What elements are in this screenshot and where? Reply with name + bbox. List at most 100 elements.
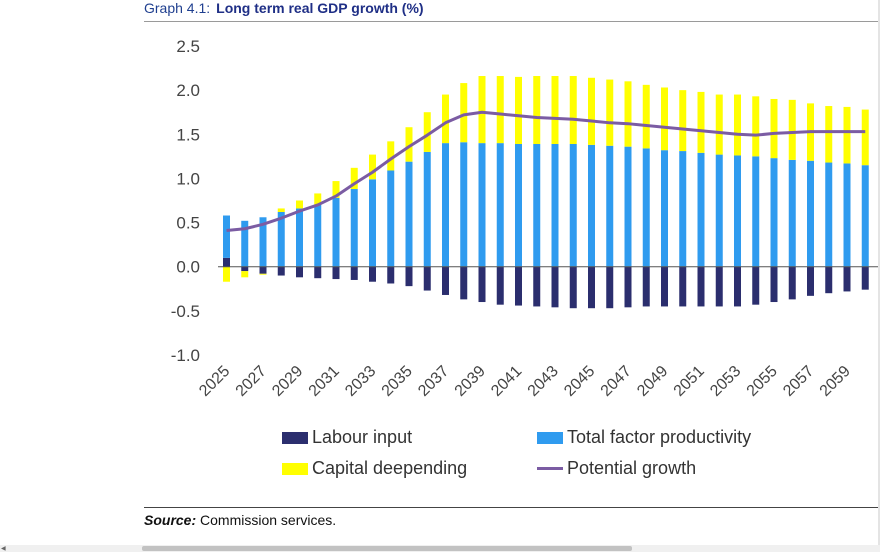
bar-labour <box>223 257 230 267</box>
bar-capital <box>460 83 468 143</box>
bar-labour <box>788 266 796 300</box>
bar-capital <box>350 167 358 190</box>
scroll-left-arrow-icon[interactable]: ◀ <box>1 546 6 552</box>
bar-capital <box>314 193 322 205</box>
bar-tfp <box>715 154 723 267</box>
bar-capital <box>861 109 869 166</box>
bar-tfp <box>843 163 851 267</box>
bar-capital <box>241 271 249 278</box>
bar-tfp <box>223 215 230 258</box>
bar-capital <box>642 84 650 149</box>
bar-capital <box>770 98 778 159</box>
top-rule <box>144 21 880 22</box>
bar-tfp <box>606 145 614 267</box>
bar-capital <box>423 112 431 152</box>
bar-tfp <box>770 158 778 267</box>
bar-labour <box>533 266 541 307</box>
graph-caption: Graph 4.1: Long term real GDP growth (%) <box>144 0 424 20</box>
bar-labour <box>332 266 340 280</box>
bar-labour <box>734 266 741 307</box>
y-tick-label: 0.5 <box>176 214 200 233</box>
bar-capital <box>369 154 376 180</box>
legend-item-tfp: Total factor productivity <box>537 427 751 448</box>
bar-labour <box>314 266 322 279</box>
bar-labour <box>807 266 814 296</box>
legend-swatch-capital <box>282 462 308 475</box>
legend-swatch-labour <box>282 431 308 444</box>
legend-swatch-tfp <box>537 431 563 444</box>
bar-capital <box>551 76 559 144</box>
bar-labour <box>478 266 486 303</box>
bar-tfp <box>551 143 559 267</box>
bar-tfp <box>259 217 267 267</box>
bar-labour <box>770 266 778 303</box>
bar-capital <box>825 106 833 163</box>
x-tick-label: 2043 <box>525 363 562 400</box>
bar-capital <box>697 91 705 153</box>
bar-tfp <box>788 159 796 267</box>
y-tick-label: 2.0 <box>176 81 200 100</box>
bar-labour <box>423 266 431 291</box>
x-tick-label: 2051 <box>671 363 708 400</box>
legend-label-labour: Labour input <box>312 427 413 447</box>
x-tick-label: 2027 <box>233 363 270 400</box>
bar-capital <box>259 273 267 275</box>
bar-capital <box>515 76 522 144</box>
bar-tfp <box>825 162 833 267</box>
legend-line-potential <box>537 467 563 470</box>
source-label: Source: <box>144 512 197 528</box>
bar-tfp <box>679 151 687 267</box>
bar-labour <box>661 266 668 307</box>
bar-tfp <box>588 144 595 267</box>
horizontal-scrollbar[interactable]: ◀ <box>0 545 880 552</box>
bar-capital <box>277 208 285 212</box>
bar-tfp <box>241 220 249 267</box>
bar-tfp <box>478 143 486 267</box>
bar-tfp <box>569 143 577 267</box>
bar-labour <box>569 266 577 309</box>
bar-tfp <box>369 179 376 267</box>
bar-capital <box>734 94 741 156</box>
vertical-scrollbar[interactable] <box>878 0 880 545</box>
bar-tfp <box>642 148 650 267</box>
y-tick-label: -0.5 <box>171 302 200 321</box>
bar-tfp <box>533 143 541 267</box>
bar-labour <box>369 266 376 282</box>
y-tick-label: 1.5 <box>176 125 200 144</box>
legend-item-potential: Potential growth <box>537 458 696 479</box>
bar-tfp <box>405 161 413 267</box>
x-tick-label: 2045 <box>561 363 598 400</box>
x-tick-label: 2025 <box>196 363 233 400</box>
bar-tfp <box>332 197 340 267</box>
scrollbar-thumb[interactable] <box>142 546 632 551</box>
bar-tfp <box>350 189 358 267</box>
bar-tfp <box>460 142 468 267</box>
bar-capital <box>588 77 595 145</box>
bar-capital <box>715 94 723 155</box>
bar-capital <box>679 90 687 152</box>
bar-capital <box>624 81 632 147</box>
bar-labour <box>405 266 413 287</box>
y-tick-label: -1.0 <box>171 346 200 365</box>
y-tick-label: 2.5 <box>176 37 200 56</box>
bar-capital <box>496 76 504 144</box>
x-tick-label: 2037 <box>415 363 452 400</box>
x-tick-label: 2047 <box>598 363 635 400</box>
bar-tfp <box>734 155 741 267</box>
bar-capital <box>442 94 449 144</box>
y-tick-label: 1.0 <box>176 169 200 188</box>
bar-labour <box>825 266 833 294</box>
bottom-rule <box>144 507 880 508</box>
x-tick-label: 2041 <box>488 363 525 400</box>
bar-tfp <box>277 211 285 267</box>
bar-tfp <box>697 152 705 267</box>
bar-capital <box>387 141 395 171</box>
bar-capital <box>569 76 577 144</box>
bar-capital <box>405 127 413 162</box>
bar-capital <box>788 99 796 160</box>
bar-tfp <box>515 143 522 267</box>
bar-capital <box>661 87 668 151</box>
bar-labour <box>296 266 303 278</box>
bar-labour <box>277 266 285 276</box>
legend-label-tfp: Total factor productivity <box>567 427 752 447</box>
